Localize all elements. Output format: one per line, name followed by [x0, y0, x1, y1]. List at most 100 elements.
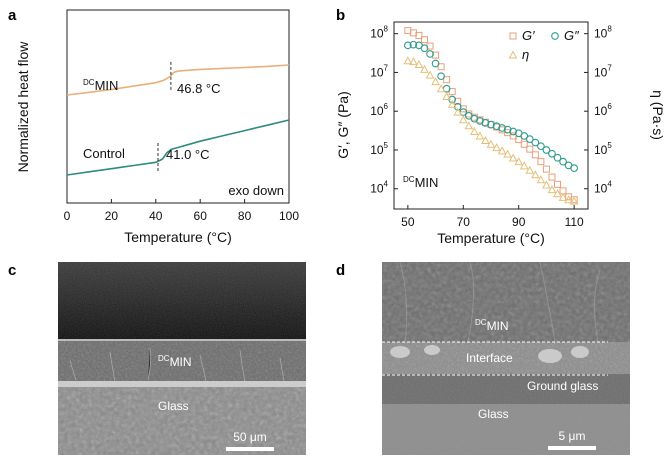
sem-d-label-ground-glass: Ground glass: [527, 379, 598, 393]
chart-b-point: [404, 41, 412, 50]
chart-b-ytick-label-right: 107: [594, 63, 612, 79]
chart-b-point: [525, 135, 534, 144]
chart-a-xtick-label: 80: [238, 209, 252, 223]
sem-image-d: DCMIN Interface Ground glass Glass 5 μm: [382, 261, 630, 455]
chart-b-point: [453, 102, 462, 111]
chart-b-point: [426, 50, 434, 58]
chart-b-point: [414, 59, 424, 69]
chart-b-ytick-label: 107: [370, 63, 388, 79]
chart-b-point: [486, 139, 496, 148]
chart-b-point: [442, 91, 451, 100]
sem-d-scalebar: [548, 446, 596, 450]
chart-b-legend-label: G″: [564, 28, 579, 43]
chart-b-point: [431, 77, 440, 86]
chart-b-point: [464, 121, 474, 130]
chart-b-point: [448, 88, 456, 96]
chart-b-point: [481, 135, 490, 145]
chart-a-corner-note: exo down: [228, 183, 284, 198]
chart-b-inset-label: DCMIN: [403, 175, 438, 190]
chart-b-point: [520, 132, 529, 140]
chart-a-series-label-min: DCMIN: [83, 78, 118, 93]
chart-b-point: [542, 180, 551, 189]
chart-b-point: [525, 165, 535, 174]
chart-a-xtick-label: 20: [105, 209, 119, 223]
chart-b-ytick-label-right: 106: [594, 102, 612, 118]
chart-b-ytick-label-right: 105: [594, 141, 612, 157]
sem-d-label-interface: Interface: [466, 351, 513, 365]
chart-a-xtick-label: 60: [194, 209, 208, 223]
chart-b-point: [481, 119, 490, 127]
chart-b-frame: [393, 21, 589, 210]
chart-b-point: [415, 31, 423, 39]
chart-b-point: [497, 146, 507, 155]
chart-b-point: [514, 157, 524, 166]
chart-a-xlabel: Temperature (°C): [124, 229, 232, 245]
chart-b-point: [564, 195, 573, 204]
chart-b-point: [437, 72, 445, 81]
chart-b-point: [570, 164, 578, 172]
chart-b-point: [503, 149, 512, 158]
panel-label-d: d: [336, 262, 345, 279]
sem-image-c: DCMIN Glass 50 μm: [58, 262, 306, 455]
chart-b-point: [420, 64, 429, 73]
chart-b-point: [458, 115, 468, 124]
chart-a-xtick-label: 0: [64, 209, 71, 223]
chart-b-point: [536, 175, 546, 184]
chart-b-ytick-label: 104: [370, 180, 388, 196]
chart-b-xtick-label: 50: [401, 215, 415, 229]
chart-b-point: [475, 131, 485, 140]
chart-b-point: [531, 170, 540, 179]
sem-d-label-glass: Glass: [478, 407, 509, 421]
chart-b-point: [531, 151, 539, 159]
chart-b-point: [537, 142, 545, 151]
chart-b-legend-marker: [509, 32, 517, 40]
chart-a-frame: [66, 9, 290, 204]
chart-b-point: [537, 158, 545, 166]
chart-b-point: [498, 124, 506, 132]
chart-b-point: [519, 161, 529, 170]
panel-label-b: b: [336, 7, 345, 24]
chart-b-point: [431, 59, 440, 68]
chart-b-ytick-label-right: 104: [594, 180, 612, 196]
chart-b-ytick-label-right: 108: [594, 25, 612, 41]
chart-b-point: [553, 153, 562, 162]
chart-b-point: [542, 146, 551, 154]
chart-a-annotation-min: 46.8 °C: [177, 81, 221, 96]
chart-b-point: [558, 192, 568, 201]
chart-b-ylabel-right: η (Pa·s): [650, 90, 666, 140]
chart-b-point: [548, 149, 556, 158]
chart-b-ytick-label: 106: [370, 102, 388, 118]
sem-d-label-min: DCMIN: [475, 318, 509, 333]
chart-b-ytick-label: 108: [370, 25, 388, 41]
chart-b-point: [447, 99, 457, 108]
chart-b-point: [437, 63, 445, 71]
chart-b-legend-marker: [508, 50, 518, 59]
chart-b-point: [420, 36, 428, 44]
chart-b-ytick-label: 105: [370, 141, 388, 157]
chart-b-point: [526, 145, 534, 153]
chart-b-point: [470, 126, 479, 135]
chart-b-point: [432, 51, 440, 59]
sem-c-label-min: DCMIN: [158, 354, 192, 369]
chart-b-point: [554, 180, 562, 188]
chart-b-point: [548, 173, 556, 181]
sem-c-label-glass: Glass: [158, 399, 189, 413]
chart-b-point: [420, 44, 429, 53]
sem-c-scalebar-label: 50 μm: [233, 430, 267, 444]
chart-a-xtick-label: 40: [149, 209, 163, 223]
chart-b-point: [436, 84, 446, 93]
chart-b-point: [559, 157, 567, 166]
chart-b-legend-label: G′: [522, 28, 535, 43]
chart-b-point: [553, 189, 562, 198]
chart-b-xtick-label: 90: [512, 215, 526, 229]
chart-b-point: [542, 165, 550, 173]
chart-a-annotation-control: 41.0 °C: [166, 147, 210, 162]
chart-b-point: [487, 120, 495, 129]
panel-label-a: a: [8, 7, 17, 24]
chart-b-xlabel: Temperature (°C): [437, 230, 545, 246]
chart-b-legend-label: η: [522, 47, 529, 62]
panel-label-c: c: [8, 262, 16, 279]
sem-d-scalebar-label: 5 μm: [559, 429, 586, 443]
